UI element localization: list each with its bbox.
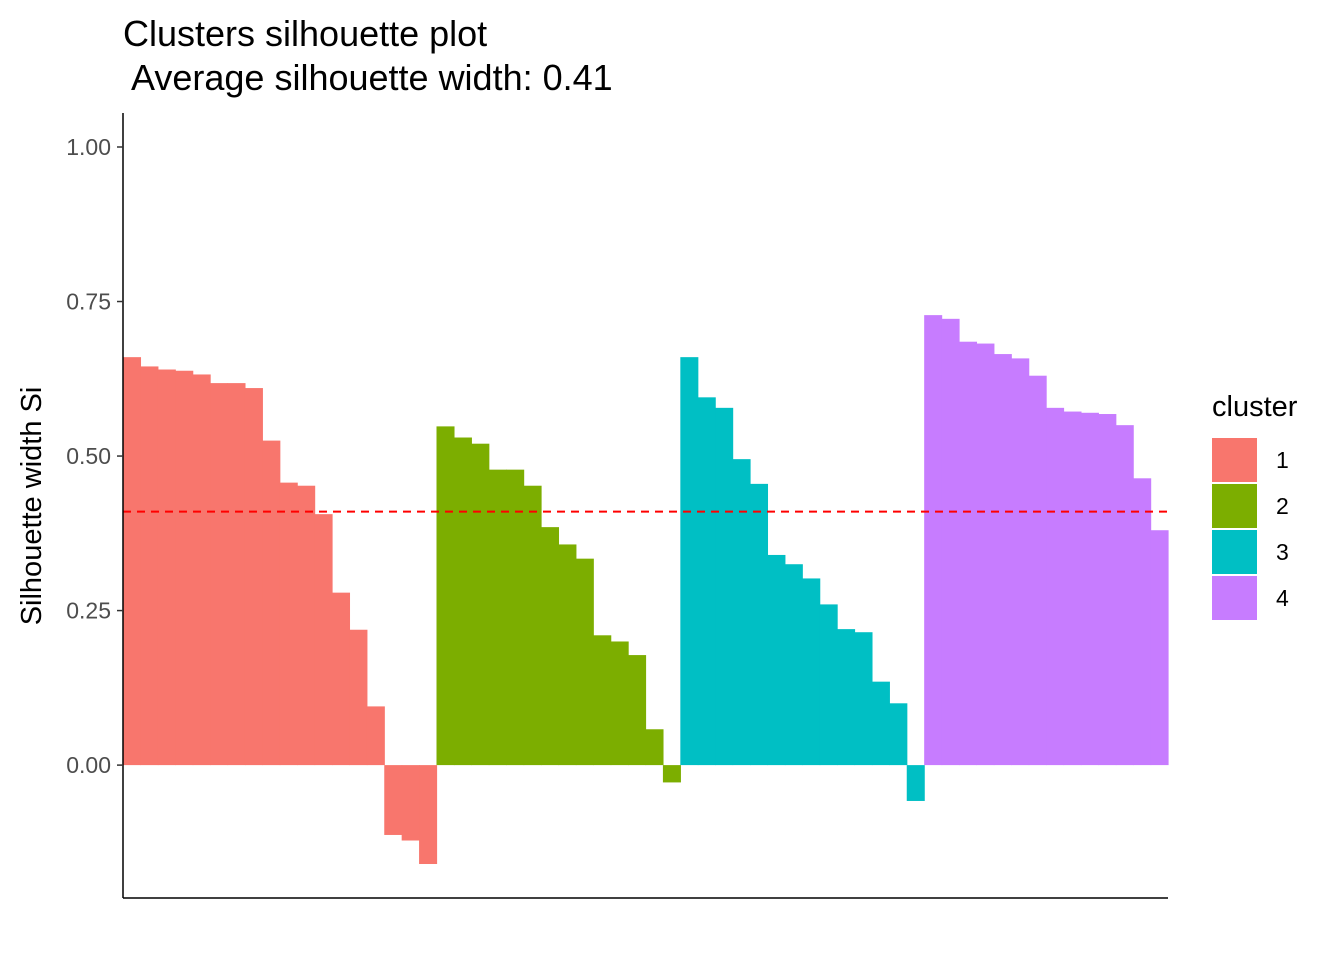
bar-cluster-2-5	[506, 469, 525, 766]
bars-group	[123, 315, 1169, 865]
y-tick-label: 0.25	[66, 598, 111, 624]
bar-cluster-4-3	[959, 341, 978, 766]
bar-cluster-1-4	[175, 370, 194, 766]
bar-cluster-1-9	[262, 440, 281, 766]
legend-swatch-1	[1212, 438, 1257, 482]
bar-cluster-1-1	[123, 357, 142, 766]
y-tick-label: 0.75	[66, 289, 111, 315]
bar-cluster-2-6	[523, 485, 542, 766]
legend-swatch-3	[1212, 530, 1257, 574]
bar-cluster-1-14	[349, 629, 368, 766]
bar-cluster-3-8	[802, 578, 821, 766]
legend-label-3: 3	[1276, 539, 1289, 565]
bar-cluster-4-9	[1063, 411, 1082, 766]
legend-title: cluster	[1212, 391, 1298, 423]
bar-cluster-3-13	[889, 703, 908, 766]
legend: cluster 1 2 3 4	[1212, 391, 1298, 620]
bar-cluster-1-5	[192, 374, 211, 766]
bar-cluster-3-7	[784, 564, 803, 766]
bar-cluster-1-6	[210, 383, 229, 766]
bar-cluster-4-14	[1150, 530, 1169, 766]
bar-cluster-2-10	[593, 635, 612, 766]
y-tick-label: 0.50	[66, 443, 111, 469]
legend-items: 1 2 3 4	[1212, 438, 1289, 620]
bar-cluster-2-12	[628, 655, 647, 766]
legend-swatch-2	[1212, 484, 1257, 528]
bar-cluster-3-5	[750, 483, 769, 766]
bar-cluster-2-4	[488, 469, 507, 766]
y-axis-title: Silhouette width Si	[16, 387, 48, 626]
chart-title: Clusters silhouette plot	[123, 13, 487, 54]
bar-cluster-4-7	[1028, 375, 1047, 766]
legend-swatch-4	[1212, 576, 1257, 620]
bar-cluster-4-13	[1133, 478, 1152, 766]
bar-cluster-4-5	[993, 354, 1012, 766]
bar-cluster-3-6	[767, 554, 786, 766]
y-tick-label: 0.00	[66, 752, 111, 778]
bar-cluster-3-11	[854, 632, 873, 766]
bar-cluster-1-2	[140, 366, 159, 766]
bar-cluster-1-12	[314, 514, 333, 766]
bar-cluster-1-15	[366, 706, 385, 766]
bar-cluster-3-3	[715, 407, 734, 766]
bar-cluster-1-7	[227, 383, 246, 766]
bar-cluster-3-14	[906, 765, 925, 801]
legend-label-1: 1	[1276, 447, 1289, 473]
bar-cluster-2-7	[541, 527, 560, 766]
bar-cluster-4-12	[1115, 425, 1134, 766]
bar-cluster-3-2	[697, 397, 716, 766]
bar-cluster-4-6	[1011, 358, 1030, 766]
bar-cluster-4-11	[1098, 414, 1117, 766]
bar-cluster-4-4	[976, 343, 995, 766]
legend-label-2: 2	[1276, 493, 1289, 519]
bar-cluster-2-14	[662, 765, 681, 783]
bar-cluster-3-10	[837, 629, 856, 766]
chart-subtitle: Average silhouette width: 0.41	[123, 57, 613, 98]
bar-cluster-3-4	[732, 459, 751, 766]
plot-area: 0.00 0.25 0.50 0.75 1.00	[66, 113, 1169, 899]
legend-label-4: 4	[1276, 585, 1289, 611]
y-tick-label: 1.00	[66, 134, 111, 160]
bar-cluster-1-10	[279, 482, 298, 766]
bar-cluster-1-17	[401, 765, 420, 841]
bar-cluster-2-1	[436, 426, 455, 766]
y-ticks: 0.00 0.25 0.50 0.75 1.00	[66, 134, 123, 778]
bar-cluster-2-3	[471, 443, 490, 766]
bar-cluster-1-16	[384, 765, 403, 835]
bar-cluster-1-8	[244, 388, 263, 766]
bar-cluster-1-13	[332, 592, 351, 766]
bar-cluster-2-9	[575, 558, 594, 766]
bar-cluster-4-2	[941, 318, 960, 766]
bar-cluster-1-18	[419, 765, 438, 865]
bar-cluster-2-8	[558, 544, 577, 766]
bar-cluster-2-2	[453, 437, 472, 766]
bar-cluster-3-12	[871, 681, 890, 766]
bar-cluster-3-1	[680, 357, 699, 766]
bar-cluster-2-11	[610, 641, 629, 766]
bar-cluster-1-3	[157, 369, 176, 766]
bar-cluster-2-13	[645, 729, 664, 766]
bar-cluster-4-1	[924, 315, 943, 766]
bar-cluster-4-10	[1080, 412, 1099, 766]
bar-cluster-4-8	[1046, 407, 1065, 766]
bar-cluster-3-9	[819, 604, 838, 766]
bar-cluster-1-11	[297, 485, 316, 766]
